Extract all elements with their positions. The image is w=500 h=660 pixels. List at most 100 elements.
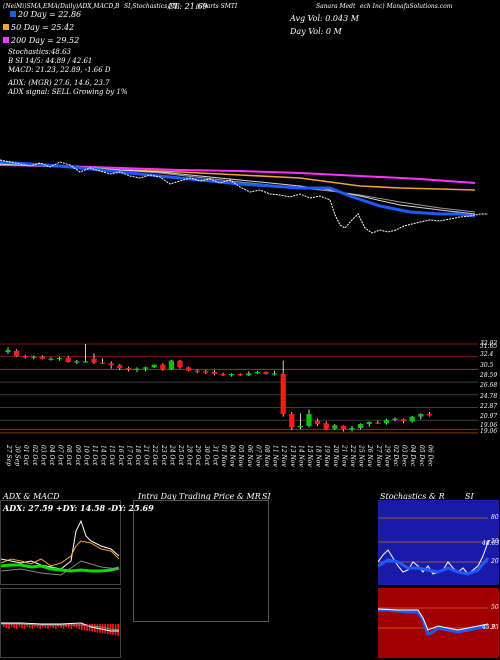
stoch-panel-title: Stochastics & R xyxy=(380,492,445,501)
date-label: 25 Oct xyxy=(177,445,184,466)
macd-bar xyxy=(68,624,70,628)
date-label: 04 Nov xyxy=(228,445,236,467)
ma50-label: 50 Day = 25.42 xyxy=(11,23,75,32)
mrsi-level-25: 25 xyxy=(491,624,499,631)
candle-body xyxy=(194,370,200,372)
macd-histogram xyxy=(3,624,119,636)
company-site: ech Inc) ManafaSolutions.com xyxy=(360,3,453,10)
ma50-legend: 50 Day = 25.42 xyxy=(3,23,74,32)
stochastics-readout: Stochastics:48.63 xyxy=(8,48,71,56)
date-label: 30 Oct xyxy=(202,445,210,466)
macd-bar xyxy=(104,624,106,634)
mrsi-white-line xyxy=(378,608,489,631)
date-label: 28 Oct xyxy=(185,445,193,466)
candle-body xyxy=(82,361,88,363)
header-title-left: (NeiMi)SMA,EMA(Daily)ADX,MACD,B xyxy=(3,3,120,10)
macd-bar xyxy=(88,624,91,632)
ma20-line xyxy=(0,160,476,218)
macd-bar xyxy=(91,624,93,632)
plus-di-line xyxy=(1,563,120,573)
date-label: 05 Nov xyxy=(237,445,245,467)
macd-readout: MACD: 21.23, 22.89, -1.66 D xyxy=(8,66,111,74)
stoch-level-50: 50 xyxy=(491,538,499,545)
macd-bar xyxy=(26,624,28,627)
candle-body xyxy=(117,365,123,368)
date-axis: 27 Sep 30 Sep 01 Oct 02 Oct 03 Oct 04 Oct 07 O… xyxy=(0,445,500,493)
macd-bar xyxy=(47,624,49,629)
date-label: 23 Oct xyxy=(159,445,167,466)
macd-bar xyxy=(36,624,39,628)
adx-values: ADX: 27.59 +DY: 14.58 -DY: 25.69 xyxy=(3,503,154,513)
price-axis-label: 20.97 xyxy=(480,413,498,420)
intraday-panel-title: Intra Day Trading Price & MR xyxy=(138,492,261,501)
date-label: 01 Nov xyxy=(220,445,227,467)
macd-bar xyxy=(21,624,23,628)
macd-signal-line xyxy=(1,623,120,631)
candle-body xyxy=(160,364,166,370)
ma20-swatch xyxy=(10,11,16,17)
date-label: 18 Nov xyxy=(314,445,322,467)
price-axis-label: 19.06 xyxy=(480,422,498,429)
candle-body xyxy=(211,372,217,374)
candle-body xyxy=(108,363,114,366)
candlestick-chart xyxy=(0,343,478,434)
adx-grey-line xyxy=(1,560,120,576)
candle-body xyxy=(392,418,398,420)
date-label: 01 Oct xyxy=(22,445,30,466)
candle-body xyxy=(22,356,28,358)
date-label: 27 Sep xyxy=(5,445,12,467)
date-label: 30 Sep xyxy=(13,445,21,467)
company-name: Sanara Medt xyxy=(316,3,356,10)
date-label: 19 Nov xyxy=(323,445,331,467)
date-label: 15 Nov xyxy=(306,445,313,467)
si-readout: B SI 14/5: 44.89 / 42.61 xyxy=(8,57,93,65)
adx-signal: ADX signal: SELL Growing by 1% xyxy=(8,88,128,96)
macd-bar xyxy=(13,624,15,628)
intraday-si-title: SI xyxy=(262,492,271,501)
price-axis-label: 24.78 xyxy=(480,393,498,400)
date-label: 21 Nov xyxy=(340,445,348,467)
date-label: 10 Oct xyxy=(82,445,90,466)
price-axis-label: 28.59 xyxy=(480,372,498,379)
macd-panel xyxy=(0,588,121,658)
candle-body xyxy=(340,426,346,430)
candle-body xyxy=(151,364,157,368)
macd-bar xyxy=(107,624,109,634)
date-label: 13 Nov xyxy=(288,445,296,467)
date-label: 12 Nov xyxy=(280,445,288,467)
candle-body xyxy=(134,368,140,370)
date-label: 22 Nov xyxy=(349,445,356,467)
candle-body xyxy=(297,426,303,428)
candle-body xyxy=(306,414,312,426)
price-axis-label: 32.02 xyxy=(480,340,498,347)
price-line xyxy=(0,159,488,234)
macd-bar xyxy=(39,624,41,629)
candle-body xyxy=(366,422,372,424)
candle-body xyxy=(272,373,278,375)
stoch-si-title: SI xyxy=(465,492,474,501)
macd-bar xyxy=(10,624,13,627)
date-label: 03 Oct xyxy=(39,445,47,466)
ma200-legend: 200 Day = 29.52 xyxy=(3,36,79,45)
candle-body xyxy=(409,416,415,422)
stoch-k-line xyxy=(378,539,491,575)
macd-bar xyxy=(86,624,88,631)
candle-body xyxy=(168,360,174,370)
date-label: 25 Nov xyxy=(357,445,365,467)
macd-bar xyxy=(5,624,8,628)
date-label: 07 Nov xyxy=(254,445,262,467)
macd-bar xyxy=(78,624,80,629)
date-label: 11 Nov xyxy=(271,445,279,467)
mrsi-panel: 45.9 50 25 xyxy=(378,588,499,658)
ma200-label: 200 Day = 29.52 xyxy=(11,36,80,45)
stochastics-panel: 48.63 80 50 20 xyxy=(378,500,499,585)
stoch-level-20: 20 xyxy=(491,558,499,565)
avg-volume: Avg Vol: 0.043 M xyxy=(290,14,359,23)
candle-body xyxy=(426,414,432,416)
candle-body xyxy=(100,362,106,364)
candle-body xyxy=(418,414,424,417)
macd-bar xyxy=(31,624,34,629)
candle-body xyxy=(143,367,149,369)
mrsi-value: 45.9 xyxy=(482,624,496,631)
candle-body xyxy=(383,420,389,424)
